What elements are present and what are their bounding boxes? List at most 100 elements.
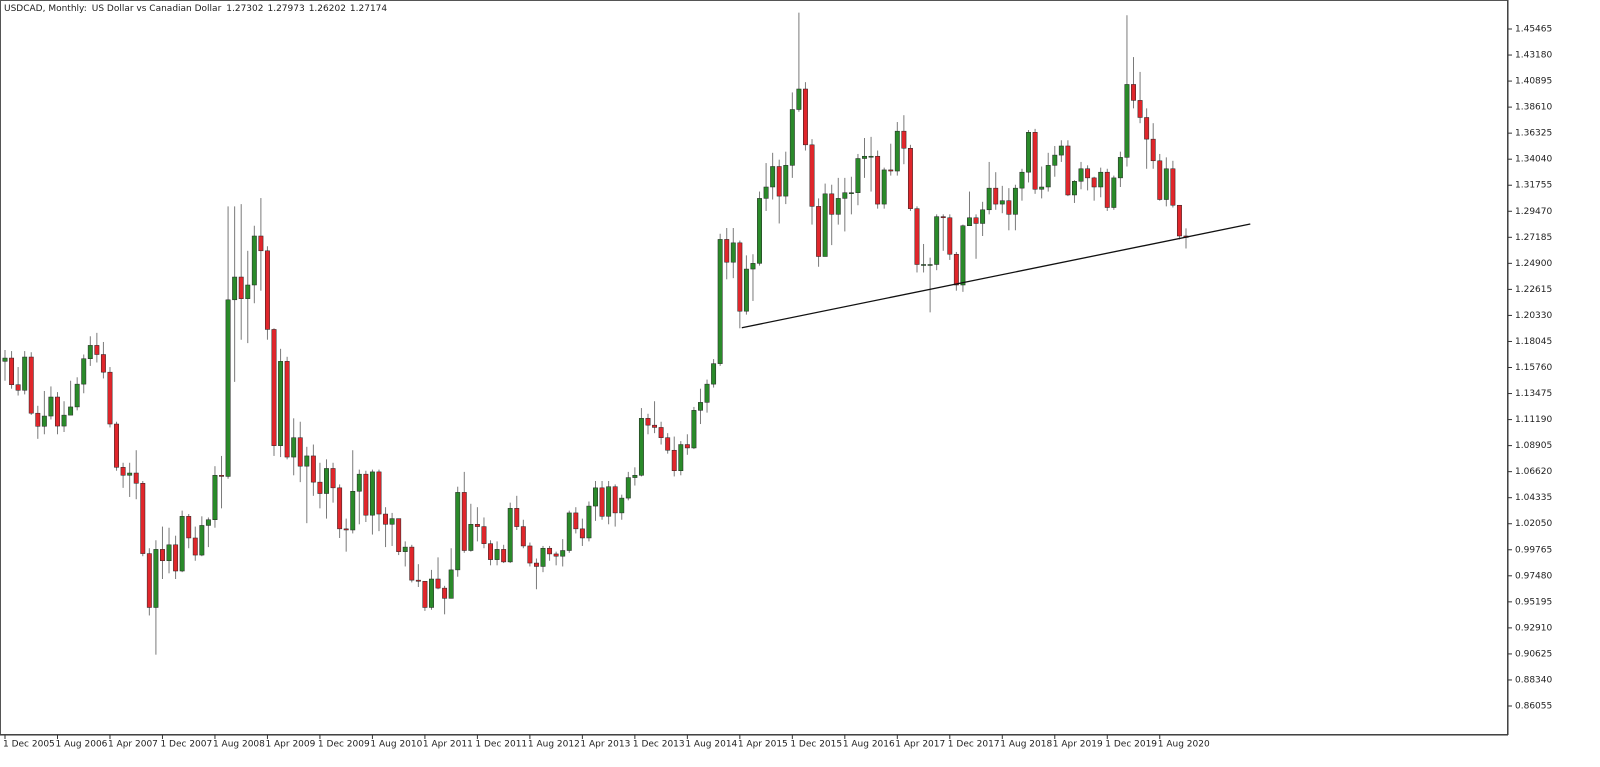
x-tick-label: 1 Apr 2019 — [1053, 740, 1103, 750]
candle-body — [219, 475, 224, 477]
candle-body — [435, 578, 441, 589]
candle-body — [330, 468, 336, 489]
candle-body — [553, 553, 559, 557]
candle-body — [881, 169, 887, 205]
candle-body — [547, 547, 553, 555]
candle-body — [1117, 157, 1123, 179]
candle-body — [757, 198, 762, 264]
candle-body — [127, 472, 133, 476]
candle-body — [973, 217, 979, 224]
x-tick-label: 1 Aug 2008 — [213, 740, 265, 750]
candle-body — [638, 418, 644, 476]
y-tick-label: 1.11190 — [1515, 415, 1552, 425]
candle-body — [658, 427, 664, 438]
quote-low: 1.26202 — [309, 4, 346, 14]
candle-body — [1104, 171, 1110, 208]
candle-body — [94, 345, 100, 355]
candle-body — [179, 516, 185, 572]
y-tick-label: 1.43180 — [1515, 51, 1552, 61]
candle-body — [1163, 168, 1169, 200]
candle-body — [560, 550, 566, 557]
candle-body — [1039, 186, 1045, 190]
candle-body — [1019, 171, 1025, 189]
y-tick-label: 1.45465 — [1515, 25, 1552, 35]
candle-body — [1111, 177, 1117, 208]
candle-body — [848, 192, 854, 194]
candle-body — [81, 358, 87, 385]
y-tick-label: 1.31755 — [1515, 181, 1552, 191]
y-tick-label: 0.95195 — [1515, 597, 1552, 607]
candle-body — [238, 276, 244, 299]
x-tick-label: 1 Apr 2009 — [265, 740, 315, 750]
candle-body — [415, 579, 421, 582]
y-tick-label: 1.04335 — [1515, 493, 1552, 503]
candle-body — [960, 225, 966, 286]
y-tick-label: 1.02050 — [1515, 519, 1552, 529]
candle-body — [1072, 181, 1077, 196]
candle-body — [770, 166, 776, 188]
candle-body — [120, 467, 126, 476]
x-tick-label: 1 Aug 2018 — [1000, 740, 1052, 750]
candle-body — [55, 396, 60, 427]
candle-body — [199, 525, 205, 556]
x-tick-label: 1 Apr 2013 — [580, 740, 630, 750]
y-tick-label: 0.90625 — [1515, 649, 1552, 659]
candle-body — [369, 471, 375, 516]
candle-body — [698, 402, 703, 411]
candle-body — [474, 524, 480, 527]
candle-body — [704, 383, 710, 403]
x-tick-label: 1 Dec 2009 — [318, 740, 370, 750]
description: US Dollar vs Canadian Dollar — [92, 4, 222, 14]
candle-body — [455, 492, 461, 571]
candle-body — [350, 491, 356, 531]
candle-body — [540, 547, 546, 567]
candle-body — [212, 475, 218, 520]
candle-body — [1144, 117, 1150, 140]
candle-body — [1157, 160, 1163, 200]
candle-body — [278, 361, 284, 446]
y-tick-label: 1.38610 — [1515, 103, 1552, 113]
candle-body — [940, 216, 946, 219]
candle-body — [1131, 84, 1136, 101]
candle-body — [481, 526, 487, 544]
y-tick-label: 1.20330 — [1515, 311, 1552, 321]
candle-body — [264, 250, 270, 330]
candle-body — [337, 487, 343, 530]
candle-body — [724, 239, 730, 263]
candle-body — [743, 268, 749, 312]
candle-body — [74, 383, 80, 408]
candle-body — [363, 473, 369, 516]
candle-body — [389, 518, 395, 525]
candle-body — [999, 200, 1005, 205]
candle-body — [297, 437, 303, 467]
candle-body — [953, 253, 959, 286]
candle-body — [61, 414, 67, 427]
candle-body — [383, 513, 388, 525]
candle-body — [967, 217, 972, 226]
candle-body — [835, 198, 841, 215]
candle-body — [645, 418, 651, 426]
candle-body — [796, 88, 802, 110]
y-tick-label: 1.40895 — [1515, 77, 1552, 87]
candle-body — [921, 264, 927, 266]
x-tick-label: 1 Aug 2016 — [843, 740, 895, 750]
candle-body — [9, 357, 15, 385]
candle-body — [619, 497, 625, 514]
candle-body — [534, 562, 539, 567]
candle-body — [803, 88, 808, 146]
candle-body — [107, 371, 113, 425]
candle-body — [153, 549, 159, 608]
candle-body — [868, 155, 874, 158]
candle-body — [468, 524, 474, 551]
candle-body — [763, 186, 769, 199]
candle-body — [1045, 165, 1051, 188]
y-tick-label: 0.92910 — [1515, 623, 1552, 633]
candle-body — [324, 468, 329, 494]
candle-body — [579, 528, 585, 539]
candle-body — [750, 263, 756, 270]
x-tick-label: 1 Dec 2007 — [160, 740, 212, 750]
candle-body — [586, 505, 592, 539]
x-tick-label: 1 Apr 2007 — [108, 740, 158, 750]
candle-body — [573, 512, 579, 530]
candle-body — [1026, 132, 1031, 173]
